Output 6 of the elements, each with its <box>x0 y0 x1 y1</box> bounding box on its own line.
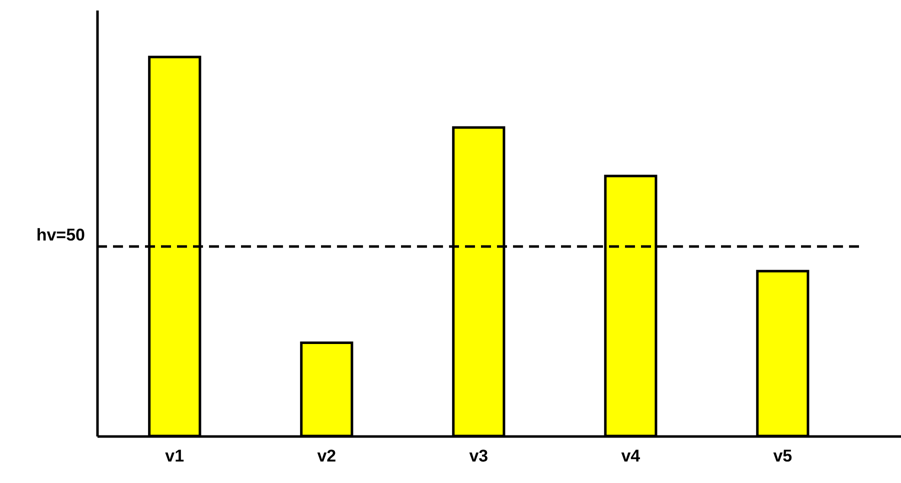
x-tick-label: v2 <box>317 446 336 466</box>
x-tick-label: v4 <box>621 446 641 466</box>
x-tick-label: v5 <box>773 446 792 466</box>
ref-line-label: hv=50 <box>36 226 85 244</box>
x-tick-label: v1 <box>165 446 184 466</box>
x-tick-label: v3 <box>469 446 488 466</box>
